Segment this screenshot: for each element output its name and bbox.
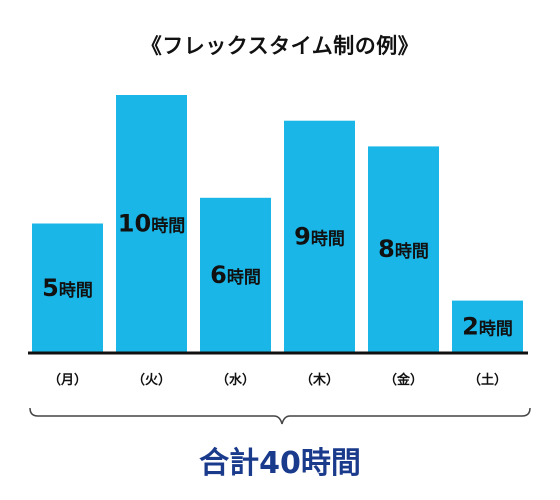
bar-2 [200,197,271,352]
x-tick-label-0: （月） [48,372,87,388]
bars-layer: 5時間 10時間 6時間 9時間 8時間 2時間 [32,95,523,352]
bar-3 [284,120,355,352]
bar-value-label-4: 8時間 [378,235,429,263]
x-tick-label-3: （木） [300,372,339,388]
x-tick-label-2: （水） [216,372,255,388]
bar-value-label-0: 5時間 [42,274,93,302]
x-tick-label-5: （土） [468,372,507,388]
x-tick-label-1: （火） [132,372,171,388]
bar-0 [32,223,103,352]
chart-title: 《フレックスタイム制の例》 [140,34,420,58]
bar-1 [116,95,187,352]
x-tick-label-4: （金） [384,372,423,388]
total-hours-label: 合計40時間 [199,446,361,481]
x-tick-labels: （月） （火） （水） （木） （金） （土） [48,372,507,388]
bar-4 [368,146,439,352]
total-brace [29,407,531,425]
bar-value-label-5: 2時間 [462,312,513,340]
bar-value-label-1: 10時間 [118,210,185,238]
bar-value-label-3: 9時間 [294,222,345,250]
bar-value-label-2: 6時間 [210,261,261,289]
bar-5 [452,300,523,352]
